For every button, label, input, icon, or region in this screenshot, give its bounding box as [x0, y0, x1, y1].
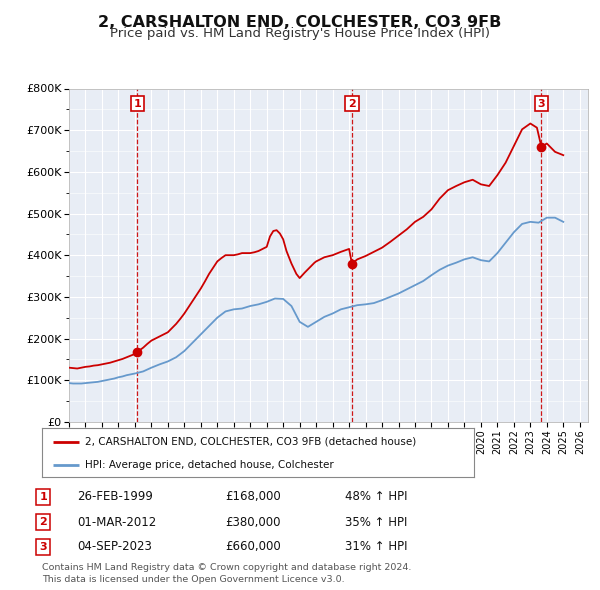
Text: 35% ↑ HPI: 35% ↑ HPI: [345, 516, 407, 529]
Text: 2: 2: [40, 517, 47, 527]
Text: 2, CARSHALTON END, COLCHESTER, CO3 9FB (detached house): 2, CARSHALTON END, COLCHESTER, CO3 9FB (…: [85, 437, 416, 447]
Text: 1: 1: [40, 492, 47, 502]
Text: Contains HM Land Registry data © Crown copyright and database right 2024.: Contains HM Land Registry data © Crown c…: [42, 563, 412, 572]
Text: HPI: Average price, detached house, Colchester: HPI: Average price, detached house, Colc…: [85, 460, 334, 470]
Text: £380,000: £380,000: [225, 516, 281, 529]
Text: £660,000: £660,000: [225, 540, 281, 553]
Text: 48% ↑ HPI: 48% ↑ HPI: [345, 490, 407, 503]
Text: £168,000: £168,000: [225, 490, 281, 503]
Text: 26-FEB-1999: 26-FEB-1999: [77, 490, 152, 503]
Text: 3: 3: [40, 542, 47, 552]
Text: Price paid vs. HM Land Registry's House Price Index (HPI): Price paid vs. HM Land Registry's House …: [110, 27, 490, 40]
Text: 3: 3: [538, 99, 545, 109]
Text: 04-SEP-2023: 04-SEP-2023: [77, 540, 152, 553]
Text: 01-MAR-2012: 01-MAR-2012: [77, 516, 156, 529]
Text: This data is licensed under the Open Government Licence v3.0.: This data is licensed under the Open Gov…: [42, 575, 344, 584]
Text: 31% ↑ HPI: 31% ↑ HPI: [345, 540, 407, 553]
Text: 1: 1: [134, 99, 141, 109]
Text: 2: 2: [348, 99, 356, 109]
Text: 2, CARSHALTON END, COLCHESTER, CO3 9FB: 2, CARSHALTON END, COLCHESTER, CO3 9FB: [98, 15, 502, 30]
